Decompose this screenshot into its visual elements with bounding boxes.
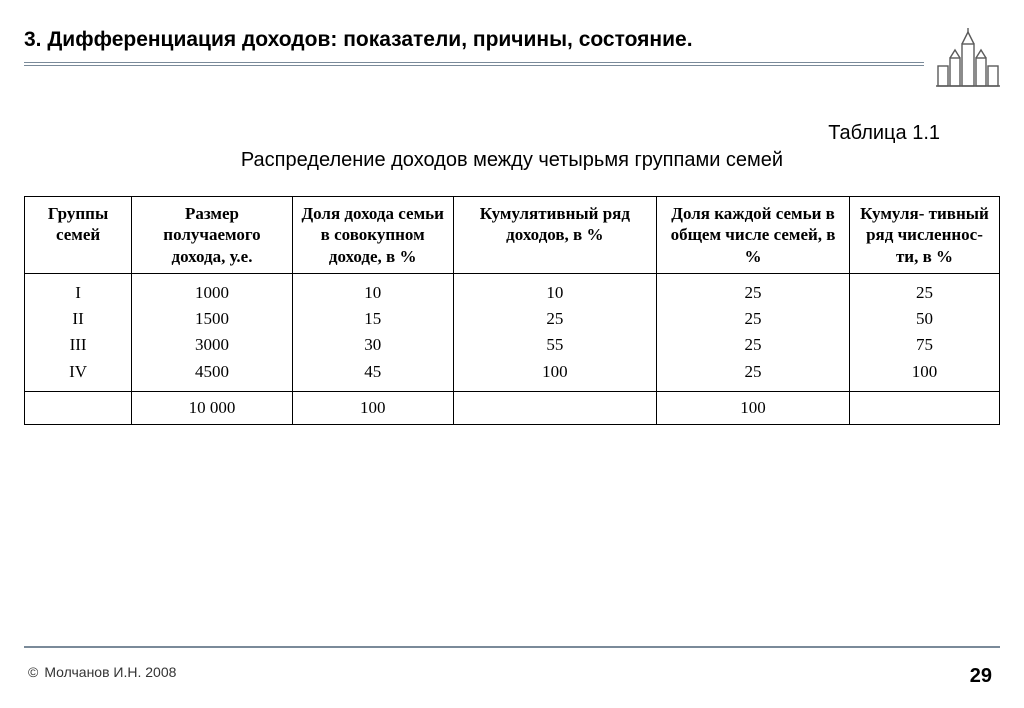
cell-value: 25	[665, 280, 841, 306]
cell-value: 30	[301, 332, 445, 358]
total-cell: 10 000	[132, 392, 293, 425]
copyright: © Молчанов И.Н. 2008	[28, 664, 176, 680]
cell-value: 10	[301, 280, 445, 306]
cell-value: 25	[665, 359, 841, 385]
cell-value: 1000	[140, 280, 284, 306]
table-label: Таблица 1.1	[24, 122, 940, 145]
cell-value: I	[33, 280, 123, 306]
table-totals-row: 10 000 100 100	[25, 392, 1000, 425]
total-cell	[849, 392, 999, 425]
table-header-row: Группы семей Размер получаемого дохода, …	[25, 197, 1000, 274]
total-cell: 100	[657, 392, 850, 425]
building-icon	[936, 28, 1000, 88]
page-title: 3. Дифференциация доходов: показатели, п…	[24, 28, 924, 52]
table-cell: 102555100	[453, 273, 657, 391]
income-distribution-table: Группы семей Размер получаемого дохода, …	[24, 196, 1000, 425]
page-number: 29	[970, 665, 992, 688]
table-cell: 10153045	[292, 273, 453, 391]
col-header: Доля дохода семьи в совокупном доходе, в…	[292, 197, 453, 274]
cell-value: 100	[462, 359, 649, 385]
footer-divider	[24, 646, 1000, 648]
col-header: Размер получаемого дохода, у.е.	[132, 197, 293, 274]
copyright-text: Молчанов И.Н. 2008	[44, 664, 176, 680]
table-cell: 1000150030004500	[132, 273, 293, 391]
col-header: Доля каждой семьи в общем числе семей, в…	[657, 197, 850, 274]
cell-value: 1500	[140, 306, 284, 332]
cell-value: 75	[858, 332, 991, 358]
cell-value: 25	[858, 280, 991, 306]
total-cell: 100	[292, 392, 453, 425]
table-cell: 255075100	[849, 273, 999, 391]
title-divider	[24, 62, 924, 66]
cell-value: 25	[665, 306, 841, 332]
table-cell: IIIIIIIV	[25, 273, 132, 391]
total-cell	[25, 392, 132, 425]
cell-value: 3000	[140, 332, 284, 358]
cell-value: III	[33, 332, 123, 358]
col-header: Кумулятивный ряд доходов, в %	[453, 197, 657, 274]
cell-value: II	[33, 306, 123, 332]
table-row: IIIIIIIV10001500300045001015304510255510…	[25, 273, 1000, 391]
cell-value: IV	[33, 359, 123, 385]
table-cell: 25252525	[657, 273, 850, 391]
col-header: Группы семей	[25, 197, 132, 274]
cell-value: 10	[462, 280, 649, 306]
cell-value: 15	[301, 306, 445, 332]
cell-value: 25	[665, 332, 841, 358]
cell-value: 45	[301, 359, 445, 385]
table-caption: Распределение доходов между четырьмя гру…	[24, 149, 1000, 172]
copyright-symbol-icon: ©	[28, 664, 38, 680]
cell-value: 55	[462, 332, 649, 358]
cell-value: 50	[858, 306, 991, 332]
col-header: Кумуля- тивный ряд численнос- ти, в %	[849, 197, 999, 274]
cell-value: 25	[462, 306, 649, 332]
total-cell	[453, 392, 657, 425]
cell-value: 100	[858, 359, 991, 385]
cell-value: 4500	[140, 359, 284, 385]
